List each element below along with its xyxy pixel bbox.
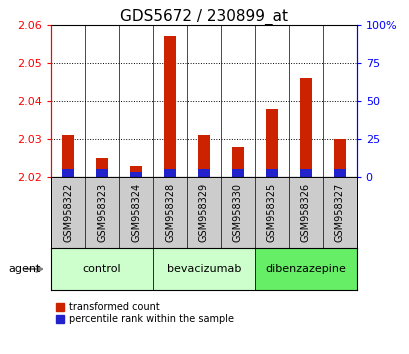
Text: dibenzazepine: dibenzazepine (265, 264, 345, 274)
Text: GSM958323: GSM958323 (97, 183, 107, 242)
Bar (164, 36, 175, 177)
Text: GSM958329: GSM958329 (198, 183, 209, 242)
Bar (333, 170, 345, 177)
Bar (299, 170, 311, 177)
Bar (62, 135, 74, 177)
Text: agent: agent (8, 264, 40, 274)
Bar (231, 170, 243, 177)
Legend: transformed count, percentile rank within the sample: transformed count, percentile rank withi… (56, 302, 233, 324)
Text: GSM958328: GSM958328 (165, 183, 175, 242)
Bar (265, 109, 277, 177)
Bar (130, 166, 142, 177)
Bar (130, 172, 142, 177)
FancyBboxPatch shape (153, 248, 254, 290)
Text: control: control (83, 264, 121, 274)
Bar (96, 170, 108, 177)
Bar (198, 170, 209, 177)
Bar (62, 170, 74, 177)
Bar (198, 135, 209, 177)
Text: GSM958327: GSM958327 (334, 183, 344, 242)
Bar (164, 170, 175, 177)
Text: GSM958330: GSM958330 (232, 183, 242, 242)
Text: GSM958325: GSM958325 (266, 183, 276, 242)
Bar (96, 158, 108, 177)
Text: GSM958326: GSM958326 (300, 183, 310, 242)
FancyBboxPatch shape (51, 248, 153, 290)
Bar (333, 139, 345, 177)
Bar (265, 170, 277, 177)
Text: bevacizumab: bevacizumab (166, 264, 240, 274)
FancyBboxPatch shape (254, 248, 356, 290)
Text: GSM958322: GSM958322 (63, 183, 73, 242)
Bar (231, 147, 243, 177)
Title: GDS5672 / 230899_at: GDS5672 / 230899_at (120, 8, 287, 25)
Text: GSM958324: GSM958324 (131, 183, 141, 242)
Bar (299, 78, 311, 177)
